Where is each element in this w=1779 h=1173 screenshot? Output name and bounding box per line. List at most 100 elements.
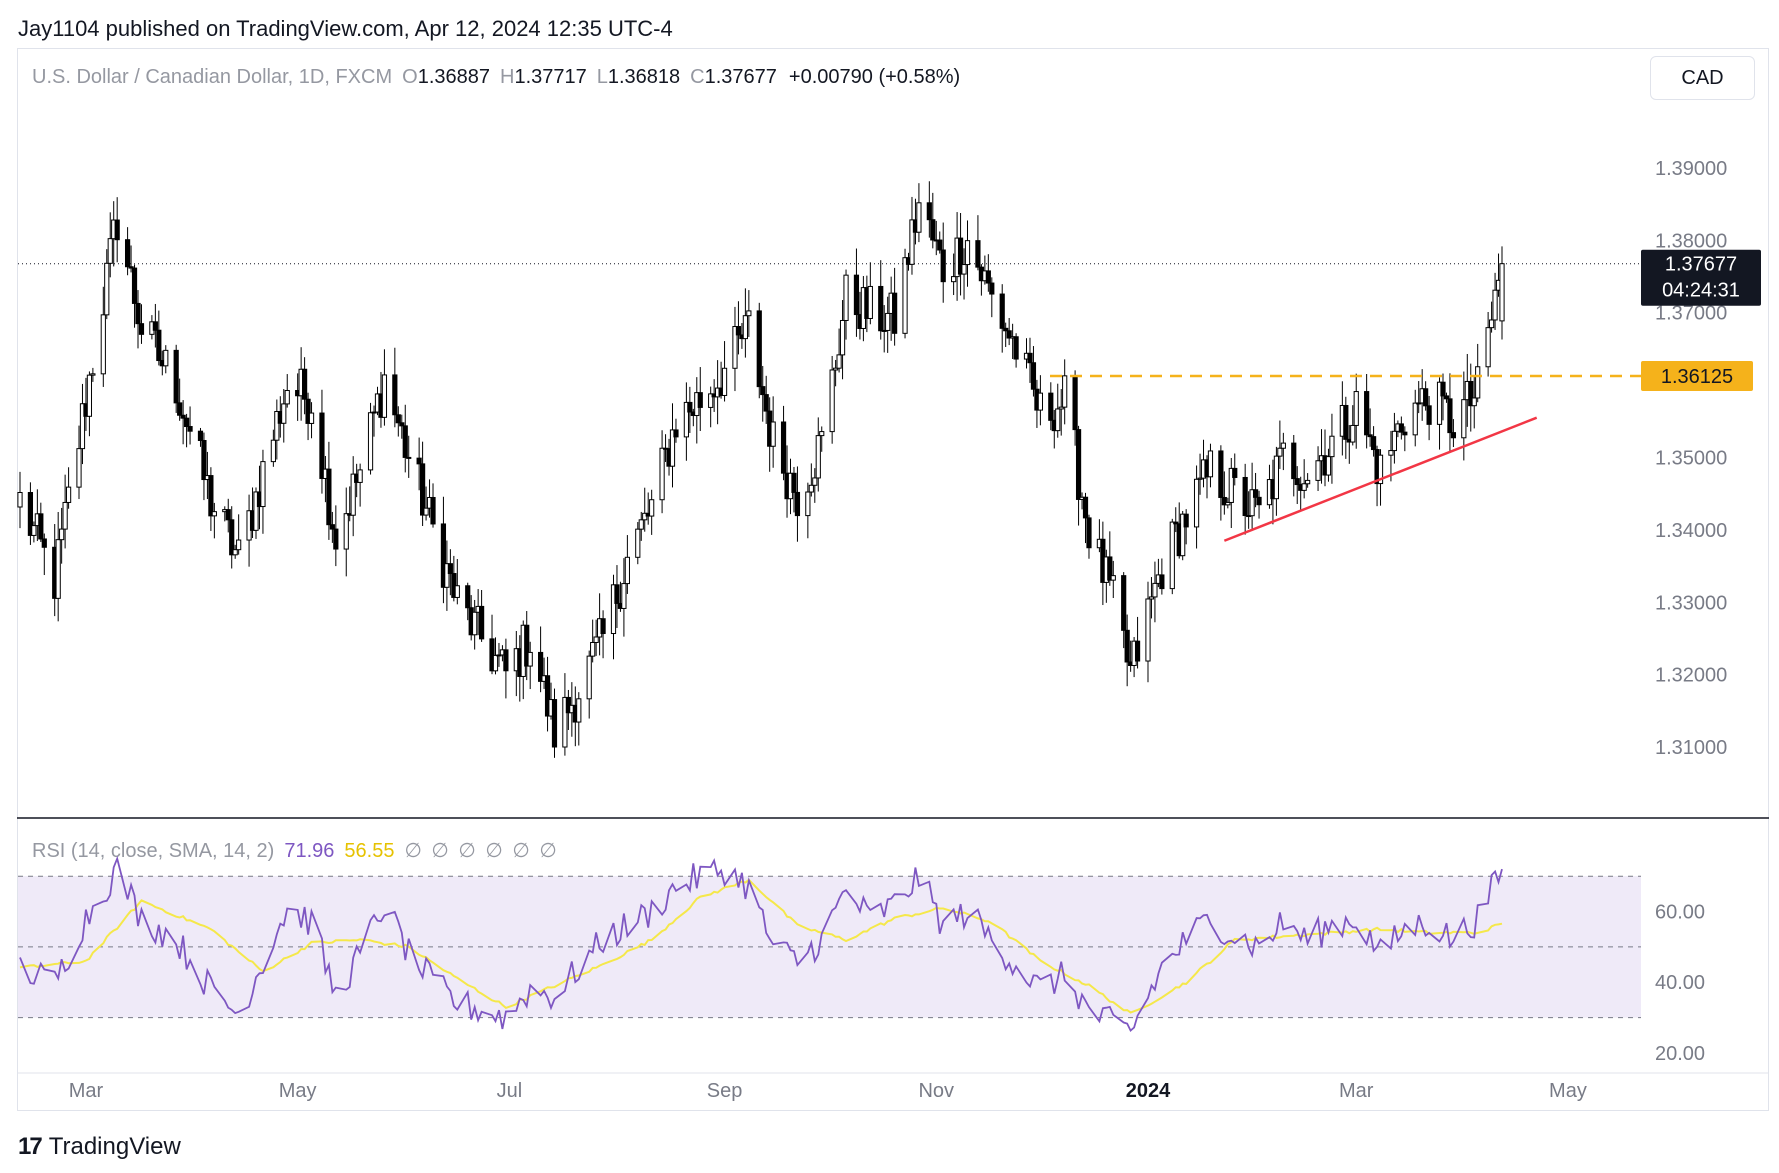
candle-down xyxy=(152,321,158,331)
candle-down xyxy=(489,638,495,672)
candle-up xyxy=(1461,399,1467,439)
candle-up xyxy=(642,512,648,521)
candle-down xyxy=(853,274,860,316)
candle-down xyxy=(124,239,131,268)
open-value: 1.36887 xyxy=(417,66,490,88)
candle-down xyxy=(1221,496,1227,506)
time-axis-tick: Sep xyxy=(707,1080,743,1102)
price-axis-tick: 1.32000 xyxy=(1655,665,1727,687)
candle-up xyxy=(55,539,61,599)
candle-down xyxy=(930,219,936,241)
published-line: Jay1104 published on TradingView.com, Ap… xyxy=(18,16,673,41)
candle-down xyxy=(1124,629,1130,663)
candle-up xyxy=(1225,501,1231,506)
candle-down xyxy=(156,329,162,362)
time-axis-tick: May xyxy=(1549,1080,1587,1102)
candle-up xyxy=(1412,402,1418,436)
candle-down xyxy=(794,491,801,517)
currency-button[interactable]: CAD xyxy=(1650,56,1755,100)
candle-up xyxy=(1037,392,1043,411)
candle-down xyxy=(735,326,742,336)
candle-up xyxy=(576,698,582,723)
rsi-value: 71.96 xyxy=(284,840,335,862)
candle-up xyxy=(669,429,676,467)
candle-up xyxy=(527,651,533,667)
time-axis-tick: May xyxy=(279,1080,317,1102)
candle-up xyxy=(104,262,110,316)
candle-down xyxy=(177,402,183,416)
candle-down xyxy=(1294,478,1300,486)
high-value: 1.37717 xyxy=(514,66,587,88)
candle-up xyxy=(1485,327,1491,368)
candle-down xyxy=(447,563,453,575)
candle-down xyxy=(225,509,231,521)
candle-down xyxy=(524,624,530,667)
candle-down xyxy=(1072,375,1078,431)
candle-down xyxy=(1006,330,1012,339)
candle-up xyxy=(270,439,276,463)
candle-up xyxy=(964,240,971,266)
candle-up xyxy=(683,401,689,438)
candle-up xyxy=(371,411,377,414)
rsi-axis-tick: 60.00 xyxy=(1655,902,1705,924)
symbol-description: U.S. Dollar / Canadian Dollar, 1D, FXCM xyxy=(32,66,393,88)
candle-down xyxy=(41,538,47,548)
candle-up xyxy=(381,374,388,418)
candle-up xyxy=(236,539,242,551)
candle-up xyxy=(31,525,37,536)
candle-up xyxy=(1377,454,1384,485)
tradingview-logo-icon: 17 xyxy=(18,1133,43,1160)
low-value: 1.36818 xyxy=(607,66,681,88)
candle-down xyxy=(957,237,964,275)
candle-down xyxy=(673,429,679,438)
candle-down xyxy=(697,392,703,408)
candle-up xyxy=(916,202,922,233)
candle-down xyxy=(128,266,134,269)
candle-up xyxy=(659,447,665,501)
candle-down xyxy=(1173,521,1179,525)
ascending-trendline xyxy=(1223,416,1538,542)
candle-down xyxy=(1256,496,1262,506)
bar-countdown-label: 04:24:31 xyxy=(1662,280,1740,302)
candle-up xyxy=(1475,366,1481,399)
candle-up xyxy=(1055,408,1061,432)
candle-down xyxy=(1027,352,1033,364)
candle-down xyxy=(326,468,332,526)
candle-down xyxy=(465,585,471,609)
candle-up xyxy=(909,219,915,265)
candle-down xyxy=(1159,574,1165,590)
candle-down xyxy=(173,349,179,404)
candle-up xyxy=(100,314,106,375)
candle-up xyxy=(635,528,641,558)
candle-down xyxy=(975,240,981,268)
candle-up xyxy=(833,367,839,371)
change-value: +0.00790 (+0.58%) xyxy=(788,66,961,88)
candle-down xyxy=(1183,513,1189,528)
candle-down xyxy=(197,430,204,442)
candle-up xyxy=(1058,406,1064,410)
candle-up xyxy=(211,511,217,517)
candle-down xyxy=(420,463,426,516)
candle-up xyxy=(1193,478,1200,528)
candle-down xyxy=(333,528,339,550)
candle-down xyxy=(1367,434,1373,438)
candle-up xyxy=(951,276,957,283)
candle-up xyxy=(472,611,478,636)
candle-down xyxy=(1402,431,1408,436)
candle-up xyxy=(746,310,752,317)
close-value: 1.37677 xyxy=(704,66,777,88)
candle-down xyxy=(1107,556,1113,581)
candle-down xyxy=(416,457,422,465)
time-axis-tick: Nov xyxy=(918,1080,954,1102)
candle-up xyxy=(1277,447,1283,457)
candle-up xyxy=(90,373,96,376)
candle-up xyxy=(1207,450,1214,478)
candle-up xyxy=(350,473,356,516)
candle-down xyxy=(926,202,932,221)
candle-up xyxy=(590,641,596,657)
candle-up xyxy=(260,461,266,508)
candle-up xyxy=(1273,455,1280,500)
candle-up xyxy=(624,556,630,585)
candle-up xyxy=(1350,424,1356,443)
